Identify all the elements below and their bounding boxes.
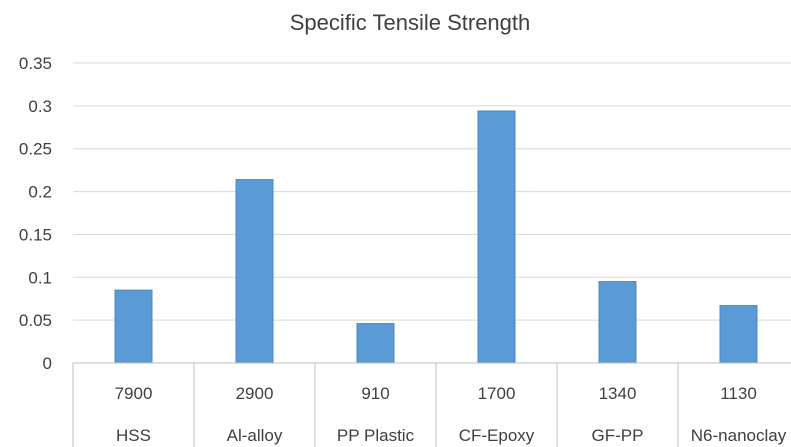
y-tick-label: 0 [43,354,52,373]
category-value-label: 1130 [720,384,757,403]
bar-hss [114,289,153,364]
category-value-label: 1700 [478,384,516,403]
category-value-label: 7900 [115,384,153,403]
category-label: HSS [116,426,151,445]
y-axis: 0 0.05 0.1 0.15 0.2 0.25 0.3 0.35 [19,54,52,373]
gridlines [73,62,791,364]
category-label: CF-Epoxy [459,426,535,445]
bar-n6-nanoclay [719,305,758,364]
category-value-label: 1340 [599,384,637,403]
y-tick-label: 0.05 [19,311,52,330]
category-value-label: 910 [361,384,389,403]
category-label: Al-alloy [227,426,283,445]
bar-gf-pp [598,281,637,364]
y-tick-label: 0.3 [28,97,52,116]
bar-pp-plastic [356,323,395,364]
bar-al-alloy [235,179,274,364]
y-tick-label: 0.15 [19,225,52,244]
category-table: 7900 HSS 2900 Al-alloy 910 PP Plastic 1700 CF-E… [72,362,791,447]
chart-title: Specific Tensile Strength [290,10,531,35]
y-tick-label: 0.25 [19,140,52,159]
y-tick-label: 0.1 [28,268,52,287]
y-tick-label: 0.35 [19,54,52,73]
y-tick-label: 0.2 [28,183,52,202]
category-label: N6-nanoclay [691,426,787,445]
bars [114,110,758,364]
bar-cf-epoxy [477,110,516,364]
category-value-label: 2900 [236,384,274,403]
category-label: GF-PP [592,426,644,445]
category-label: PP Plastic [337,426,415,445]
